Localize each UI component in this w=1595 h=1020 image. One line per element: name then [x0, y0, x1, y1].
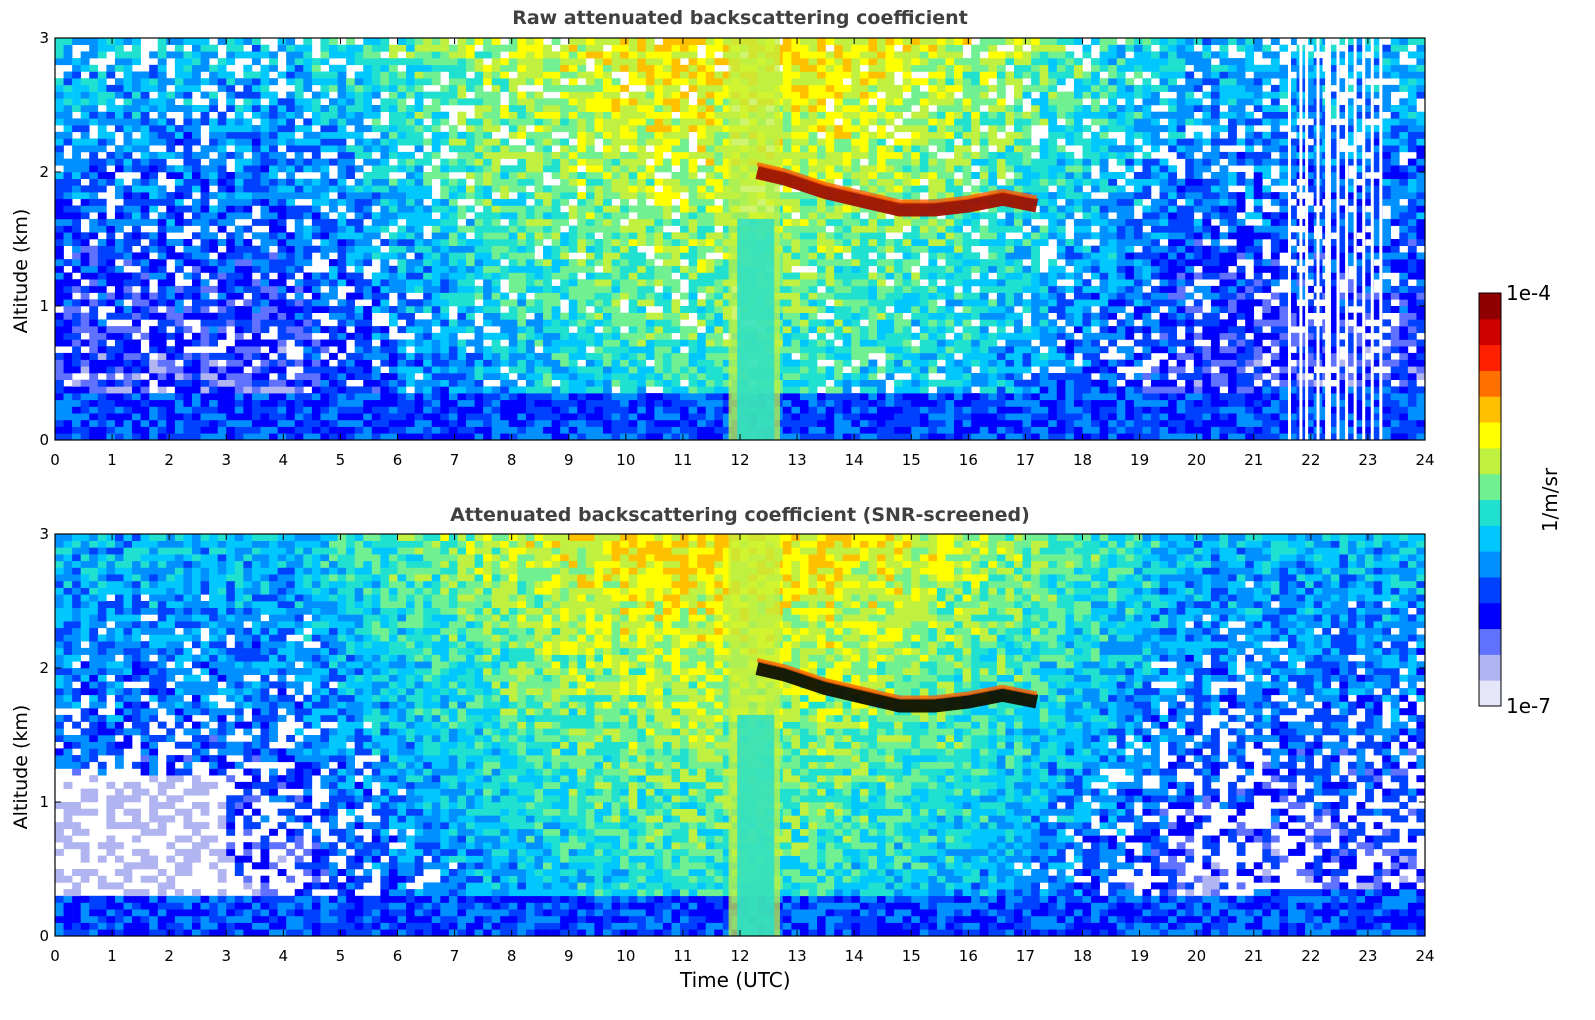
x-tick-label: 23: [1358, 947, 1377, 965]
x-tick-label: 14: [845, 451, 864, 469]
x-tick-label: 11: [673, 451, 692, 469]
x-tick-label: 0: [50, 451, 60, 469]
x-tick-label: 9: [564, 451, 574, 469]
x-tick-label: 0: [50, 947, 60, 965]
x-tick-label: 12: [730, 451, 749, 469]
colorbar-swatch: [1479, 447, 1501, 475]
x-tick-label: 10: [616, 451, 635, 469]
y-tick-label: 3: [39, 29, 49, 47]
x-tick-label: 15: [902, 947, 921, 965]
x-tick-label: 1: [107, 451, 117, 469]
x-tick-label: 8: [507, 947, 517, 965]
y-tick-label: 1: [39, 297, 49, 315]
panel2-title: Attenuated backscattering coefficient (S…: [450, 504, 1030, 526]
x-tick-label: 15: [902, 451, 921, 469]
x-tick-label: 20: [1187, 947, 1206, 965]
colorbar-swatch: [1479, 576, 1501, 604]
colorbar-swatch: [1479, 396, 1501, 423]
y-tick-label: 0: [39, 431, 49, 449]
x-tick-label: 7: [450, 947, 460, 965]
x-tick-label: 8: [507, 451, 517, 469]
x-tick-label: 24: [1415, 947, 1434, 965]
panel1-heatmap: 0 1 2 3 4 5 6 7 8 9 10 11 12 13 14 15 16 17 18 19 20 21 22 23 24…: [39, 29, 1434, 469]
x-tick-label: 18: [1073, 947, 1092, 965]
colorbar: [1478, 292, 1502, 707]
x-tick-label: 17: [1016, 947, 1035, 965]
x-tick-label: 13: [788, 947, 807, 965]
colorbar-swatch: [1479, 318, 1501, 346]
x-tick-label: 22: [1301, 947, 1320, 965]
x-tick-label: 6: [393, 451, 403, 469]
x-tick-label: 21: [1244, 451, 1263, 469]
y-tick-label: 1: [39, 793, 49, 811]
x-tick-label: 3: [221, 947, 231, 965]
x-tick-label: 12: [730, 947, 749, 965]
x-tick-label: 21: [1244, 947, 1263, 965]
panel2-xlabel: Time (UTC): [680, 968, 791, 992]
x-tick-label: 4: [279, 451, 289, 469]
colorbar-swatch: [1479, 525, 1501, 552]
colorbar-swatch: [1479, 473, 1501, 500]
colorbar-swatch: [1479, 680, 1501, 707]
x-tick-label: 19: [1130, 451, 1149, 469]
y-tick-label: 3: [39, 525, 49, 543]
y-tick-label: 2: [39, 659, 49, 677]
x-tick-label: 10: [616, 947, 635, 965]
y-tick-label: 2: [39, 163, 49, 181]
y-tick-label: 0: [39, 927, 49, 945]
panel1-title: Raw attenuated backscattering coefficien…: [512, 7, 968, 29]
colorbar-min-label: 1e-7: [1506, 694, 1551, 718]
colorbar-swatch: [1479, 499, 1501, 526]
x-tick-label: 23: [1358, 451, 1377, 469]
x-tick-label: 11: [673, 947, 692, 965]
x-tick-label: 3: [221, 451, 231, 469]
x-tick-label: 18: [1073, 451, 1092, 469]
colorbar-swatch: [1479, 422, 1501, 449]
colorbar-swatch: [1479, 344, 1501, 371]
x-tick-label: 22: [1301, 451, 1320, 469]
colorbar-max-label: 1e-4: [1506, 281, 1551, 305]
x-tick-label: 2: [164, 947, 174, 965]
colorbar-unit-label: 1/m/sr: [1538, 467, 1562, 533]
x-tick-label: 9: [564, 947, 574, 965]
colorbar-swatch: [1479, 293, 1501, 320]
colorbar-swatch: [1479, 602, 1501, 630]
x-tick-label: 16: [959, 451, 978, 469]
x-tick-label: 5: [336, 947, 346, 965]
x-tick-label: 5: [336, 451, 346, 469]
x-tick-label: 24: [1415, 451, 1434, 469]
x-tick-label: 17: [1016, 451, 1035, 469]
x-tick-label: 7: [450, 451, 460, 469]
x-tick-label: 2: [164, 451, 174, 469]
colorbar-swatch: [1479, 628, 1501, 655]
colorbar-swatch: [1479, 551, 1501, 578]
x-tick-label: 20: [1187, 451, 1206, 469]
x-tick-label: 16: [959, 947, 978, 965]
x-tick-label: 4: [279, 947, 289, 965]
x-tick-label: 6: [393, 947, 403, 965]
x-tick-label: 14: [845, 947, 864, 965]
colorbar-swatch: [1479, 370, 1501, 397]
panel2-heatmap: 0 1 2 3 4 5 6 7 8 9 10 11 12 13 14 15 16 17 18 19 20 21 22 23 24…: [39, 525, 1434, 965]
x-tick-label: 19: [1130, 947, 1149, 965]
x-tick-label: 1: [107, 947, 117, 965]
x-tick-label: 13: [788, 451, 807, 469]
colorbar-swatch: [1479, 654, 1501, 681]
